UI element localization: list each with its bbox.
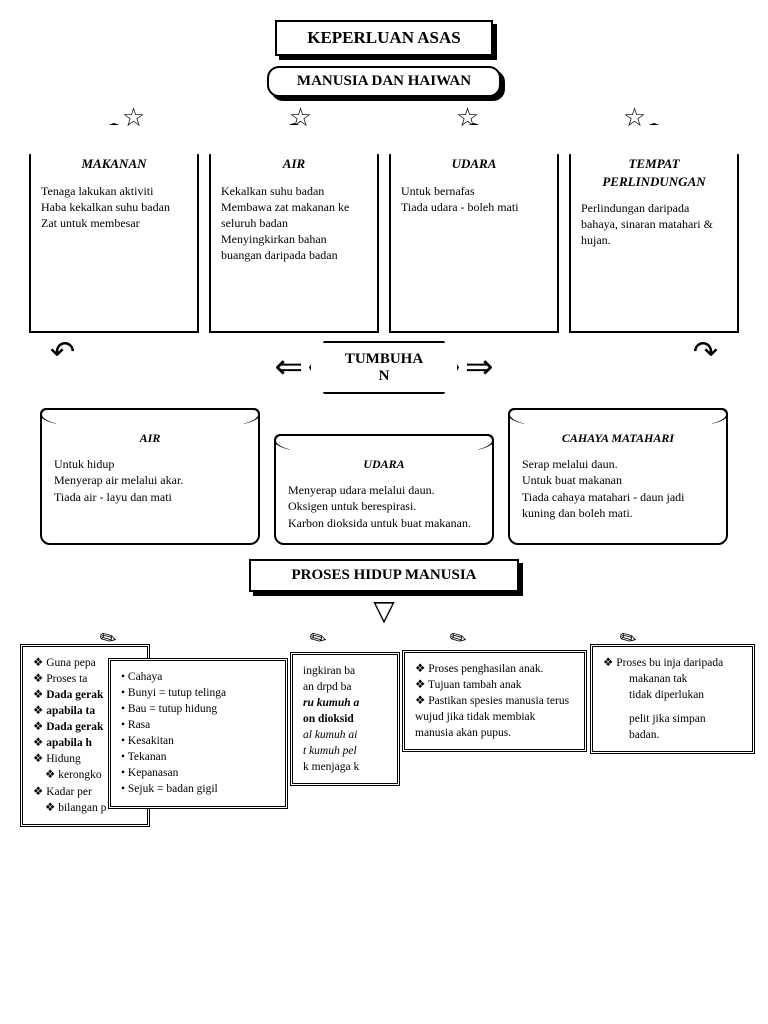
list: Proses penghasilan anak. Tujuan tambah a… <box>415 661 574 741</box>
list: Cahaya Bunyi = tutup telinga Bau = tutup… <box>121 669 275 798</box>
list-item: Tujuan tambah anak <box>415 677 574 693</box>
list-item: Rasa <box>121 717 275 733</box>
list-item: Cahaya <box>121 669 275 685</box>
pentagon-row: MAKANAN Tenaga lakukan aktiviti Haba kek… <box>20 123 748 333</box>
scroll-body: Untuk hidup Menyerap air melalui akar. T… <box>54 456 246 505</box>
pentagon-body: Tenaga lakukan aktiviti Haba kekalkan su… <box>41 183 187 232</box>
item: makanan tak <box>603 671 742 687</box>
frag: ingkiran ba <box>303 663 387 679</box>
pentagon-body: Untuk bernafas Tiada udara - boleh mati <box>401 183 547 215</box>
down-arrow-icon: ▽ <box>20 594 748 628</box>
frag: on dioksid <box>303 711 387 727</box>
list-item: Bau = tutup hidung <box>121 701 275 717</box>
curve-arrow-icon: ↷ <box>693 335 718 370</box>
scroll-row: AIR Untuk hidup Menyerap air melalui aka… <box>20 408 748 545</box>
scroll-air: AIR Untuk hidup Menyerap air melalui aka… <box>40 408 260 545</box>
list-item: Kesakitan <box>121 733 275 749</box>
scroll-title: AIR <box>54 430 246 446</box>
scroll-body: Menyerap udara melalui daun. Oksigen unt… <box>288 482 480 531</box>
pentagon-title: MAKANAN <box>41 155 187 173</box>
list-item: Sejuk = badan gigil <box>121 781 275 797</box>
arrow-left-icon: ⇐ <box>275 351 304 385</box>
list-item: Pastikan spesies manusia terus wujud jik… <box>415 693 574 741</box>
item: tidak diperlukan <box>603 687 742 703</box>
section-proses: PROSES HIDUP MANUSIA <box>249 559 518 592</box>
pentagon-body: Kekalkan suhu badan Membawa zat makanan … <box>221 183 367 264</box>
curve-arrow-icon: ↶ <box>50 335 75 370</box>
pentagon-tempat: TEMPAT PERLINDUNGAN Perlindungan daripad… <box>569 123 739 333</box>
head: ❖ Proses bu inja daripada <box>603 655 742 671</box>
list-item: Proses penghasilan anak. <box>415 661 574 677</box>
list-item: Tekanan <box>121 749 275 765</box>
pentagon-makanan: MAKANAN Tenaga lakukan aktiviti Haba kek… <box>29 123 199 333</box>
frag: t kumuh pel <box>303 743 387 759</box>
bcard-4: Proses penghasilan anak. Tujuan tambah a… <box>402 650 587 752</box>
pentagon-title: UDARA <box>401 155 547 173</box>
item: pelit jika simpan <box>603 711 742 727</box>
scroll-udara: UDARA Menyerap udara melalui daun. Oksig… <box>274 434 494 545</box>
bottom-cards: ✎ ✎ ✎ ✎ Guna pepa Proses ta Dada gerak a… <box>20 634 748 834</box>
arrow-right-icon: ⇒ <box>465 351 494 385</box>
pentagon-title: AIR <box>221 155 367 173</box>
scroll-body: Serap melalui daun. Untuk buat makanan T… <box>522 456 714 521</box>
scroll-cahaya: CAHAYA MATAHARI Serap melalui daun. Untu… <box>508 408 728 545</box>
hex-tumbuhan: TUMBUHA N <box>309 341 459 394</box>
scroll-title: UDARA <box>288 456 480 472</box>
bcard-3: ingkiran ba an drpd ba ru kumuh a on dio… <box>290 652 400 787</box>
list-item: Bunyi = tutup telinga <box>121 685 275 701</box>
frag: an drpd ba <box>303 679 387 695</box>
list-item: Kepanasan <box>121 765 275 781</box>
item: badan. <box>603 727 742 743</box>
bcard-5: ❖ Proses bu inja daripada makanan tak ti… <box>590 644 755 754</box>
pentagon-title: TEMPAT PERLINDUNGAN <box>581 155 727 190</box>
frag: al kumuh ai <box>303 727 387 743</box>
frag: ru kumuh a <box>303 695 387 711</box>
frag: k menjaga k <box>303 759 387 775</box>
pentagon-udara: UDARA Untuk bernafas Tiada udara - boleh… <box>389 123 559 333</box>
bcard-2: Cahaya Bunyi = tutup telinga Bau = tutup… <box>108 658 288 809</box>
pentagon-body: Perlindungan daripada bahaya, sinaran ma… <box>581 200 727 249</box>
main-title: KEPERLUAN ASAS <box>275 20 493 56</box>
pentagon-air: AIR Kekalkan suhu badan Membawa zat maka… <box>209 123 379 333</box>
subtitle: MANUSIA DAN HAIWAN <box>267 66 501 97</box>
scroll-title: CAHAYA MATAHARI <box>522 430 714 446</box>
hex-row: ↶ ⇐ TUMBUHA N ⇒ ↷ <box>20 341 748 394</box>
